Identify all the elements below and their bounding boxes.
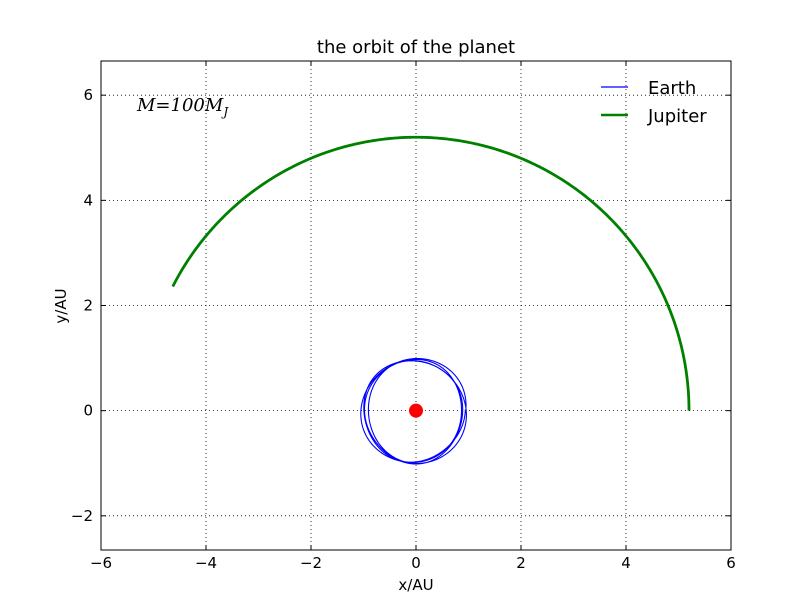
x-tick-label: 6 bbox=[726, 554, 736, 572]
y-tick-label: −2 bbox=[71, 507, 93, 525]
plot-data bbox=[171, 135, 691, 465]
legend-earth-label: Earth bbox=[648, 78, 696, 99]
y-axis-label: y/AU bbox=[52, 288, 70, 323]
x-tick-label: −6 bbox=[90, 554, 112, 572]
x-tick-label: −4 bbox=[195, 554, 217, 572]
x-tick-label: −2 bbox=[300, 554, 322, 572]
sun-marker bbox=[409, 403, 423, 418]
x-tick-label: 2 bbox=[516, 554, 526, 572]
legend: Earth Jupiter bbox=[601, 78, 707, 127]
x-tick-label: 4 bbox=[621, 554, 631, 572]
earth-orbit-line bbox=[360, 357, 467, 465]
y-tick-label: 0 bbox=[83, 402, 93, 420]
jupiter-orbit-line bbox=[171, 135, 691, 411]
y-tick-label: 6 bbox=[83, 86, 93, 104]
grid bbox=[101, 61, 731, 550]
chart-title: the orbit of the planet bbox=[317, 37, 515, 58]
ticks: −6 −4 −2 0 2 4 6 −2 0 2 4 6 bbox=[71, 61, 736, 572]
y-tick-label: 2 bbox=[83, 297, 93, 315]
x-axis-label: x/AU bbox=[398, 576, 433, 594]
mass-annotation: M=100MJ bbox=[136, 95, 229, 119]
x-tick-label: 0 bbox=[411, 554, 421, 572]
legend-jupiter-label: Jupiter bbox=[647, 106, 707, 127]
y-tick-label: 4 bbox=[83, 191, 93, 209]
